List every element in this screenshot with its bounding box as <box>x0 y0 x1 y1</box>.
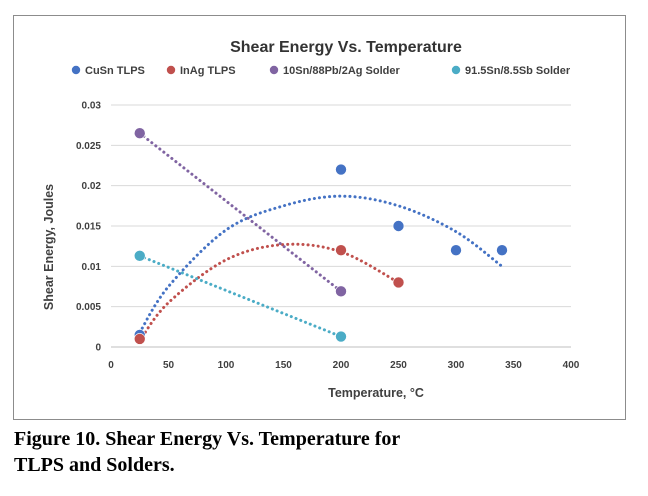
y-axis-title: Shear Energy, Joules <box>42 184 56 310</box>
y-tick-label: 0.02 <box>82 181 102 192</box>
data-point-series-1 <box>392 220 405 232</box>
y-tick-label: 0.015 <box>76 222 101 233</box>
legend-marker <box>451 65 461 75</box>
y-tick-label: 0.03 <box>82 101 102 112</box>
trendline-layer <box>138 131 504 343</box>
x-tick-label: 200 <box>333 360 350 371</box>
legend-label: CuSn TLPS <box>85 65 145 77</box>
legend-marker <box>71 65 81 75</box>
data-point-layer <box>133 127 508 345</box>
x-tick-label: 50 <box>163 360 175 371</box>
data-point-series-2 <box>335 244 347 256</box>
legend-marker <box>166 65 176 75</box>
axis-layer: 0 0.005 0.01 0.015 0.02 0.025 0.03 0 50 100 150 200… <box>76 101 580 372</box>
legend-label: 10Sn/88Pb/2Ag Solder <box>283 65 400 77</box>
y-tick-label: 0.025 <box>76 141 101 152</box>
caption-line-1: Figure 10. Shear Energy Vs. Temperature … <box>14 428 401 450</box>
legend-marker <box>269 65 279 75</box>
chart-title: Shear Energy Vs. Temperature <box>230 39 462 56</box>
grid-layer <box>111 104 571 348</box>
trendline-series-3 <box>138 131 343 293</box>
data-point-series-1 <box>450 244 462 256</box>
x-tick-label: 100 <box>218 360 235 371</box>
data-point-series-3 <box>335 285 347 298</box>
data-point-series-4 <box>133 250 146 262</box>
y-tick-label: 0.01 <box>82 262 102 273</box>
legend-label: 91.5Sn/8.5Sb Solder <box>465 65 571 77</box>
x-tick-label: 0 <box>108 360 114 371</box>
legend-label: InAg TLPS <box>180 65 236 77</box>
figure-caption: Figure 10. Shear Energy Vs. Temperature … <box>14 426 604 478</box>
caption-line-2: TLPS and Solders. <box>14 454 175 476</box>
x-tick-label: 250 <box>390 360 407 371</box>
x-tick-label: 150 <box>275 360 292 371</box>
trendline-series-2 <box>138 242 400 343</box>
data-point-series-3 <box>133 127 146 140</box>
trendline-series-4 <box>138 254 343 339</box>
legend: CuSn TLPS InAg TLPS 10Sn/88Pb/2Ag Solder 91… <box>71 65 571 77</box>
x-tick-label: 400 <box>563 360 580 371</box>
x-tick-label: 350 <box>505 360 522 371</box>
chart-frame <box>13 15 626 420</box>
data-point-series-2 <box>133 333 146 345</box>
x-axis-title: Temperature, °C <box>328 386 424 400</box>
shear-energy-chart: Shear Energy Vs. Temperature 00.0050.010… <box>42 39 580 400</box>
x-tick-label: 300 <box>448 360 465 371</box>
data-point-series-2 <box>392 276 405 289</box>
y-tick-label: 0 <box>95 343 101 354</box>
data-point-series-1 <box>335 163 347 176</box>
y-tick-label: 0.005 <box>76 302 101 313</box>
trendline-series-1 <box>138 194 504 334</box>
data-point-series-4 <box>335 330 347 343</box>
data-point-series-1 <box>496 244 508 256</box>
